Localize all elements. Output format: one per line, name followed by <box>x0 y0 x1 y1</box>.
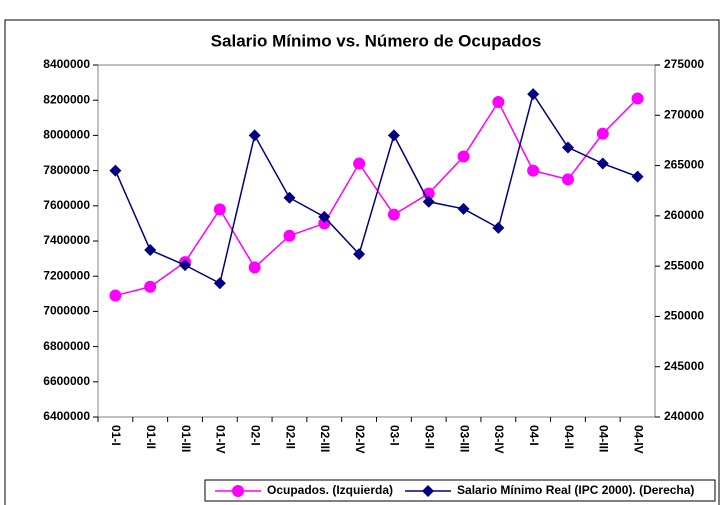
y2-tick-label: 245000 <box>664 359 704 373</box>
data-point <box>144 280 157 293</box>
data-point <box>387 129 400 142</box>
y2-tick-label: 260000 <box>664 208 704 222</box>
data-point <box>248 129 261 142</box>
y-tick-label: 6400000 <box>43 409 90 423</box>
legend-marker <box>232 485 244 497</box>
data-point <box>527 88 540 101</box>
data-point <box>213 277 226 290</box>
y-tick-label: 7400000 <box>43 233 90 247</box>
x-tick-label: 03-I <box>388 425 402 446</box>
data-point <box>561 173 574 186</box>
legend-label: Salario Mínimo Real (IPC 2000). (Derecha… <box>457 483 694 497</box>
chart-title: Salario Mínimo vs. Número de Ocupados <box>211 31 542 50</box>
y2-tick-label: 250000 <box>664 309 704 323</box>
y2-tick-label: 275000 <box>664 57 704 71</box>
data-point <box>213 203 226 216</box>
x-tick-label: 02-II <box>283 425 297 449</box>
data-point <box>631 170 644 183</box>
data-point <box>631 92 644 105</box>
y2-tick-label: 270000 <box>664 107 704 121</box>
x-tick-label: 02-I <box>248 425 262 446</box>
y2-tick-label: 240000 <box>664 409 704 423</box>
x-tick-label: 04-IV <box>631 425 645 454</box>
data-point <box>248 261 261 274</box>
data-point <box>144 244 157 257</box>
x-tick-label: 03-IV <box>492 425 506 454</box>
data-point <box>492 221 505 234</box>
data-point <box>318 210 331 223</box>
legend-marker <box>422 485 435 497</box>
y-tick-label: 7800000 <box>43 163 90 177</box>
y-tick-label: 8000000 <box>43 128 90 142</box>
data-point <box>457 202 470 215</box>
y-tick-label: 7600000 <box>43 198 90 212</box>
series-line <box>115 97 639 297</box>
data-point <box>353 157 366 170</box>
data-point <box>353 248 366 261</box>
data-point <box>109 164 122 177</box>
x-tick-label: 04-II <box>562 425 576 449</box>
y2-tick-label: 255000 <box>664 258 704 272</box>
x-tick-label: 03-III <box>457 425 471 452</box>
data-point <box>596 127 609 140</box>
x-tick-label: 01-II <box>144 425 158 449</box>
y-tick-label: 7200000 <box>43 268 90 282</box>
x-tick-label: 02-III <box>318 425 332 452</box>
x-tick-label: 01-III <box>179 425 193 452</box>
data-point <box>561 141 574 154</box>
legend-box <box>204 479 716 502</box>
data-point <box>457 150 470 163</box>
data-point <box>283 229 296 242</box>
data-point <box>527 164 540 177</box>
legend-label: Ocupados. (Izquierda) <box>267 483 393 497</box>
x-tick-label: 02-IV <box>353 425 367 454</box>
data-point <box>422 195 435 208</box>
data-point <box>179 259 192 272</box>
series-line <box>114 92 638 285</box>
y2-tick-label: 265000 <box>664 158 704 172</box>
x-tick-label: 01-IV <box>214 425 228 454</box>
data-point <box>283 191 296 204</box>
y-tick-label: 8400000 <box>43 57 90 71</box>
y-tick-label: 8200000 <box>43 92 90 106</box>
data-point <box>387 208 400 221</box>
y-tick-label: 6800000 <box>43 339 90 353</box>
x-tick-label: 04-I <box>527 425 541 446</box>
x-tick-label: 01-I <box>109 425 123 446</box>
y-tick-label: 6600000 <box>43 374 90 388</box>
y-tick-label: 7000000 <box>43 304 90 318</box>
data-point <box>109 289 122 302</box>
x-tick-label: 03-II <box>423 425 437 449</box>
chart-border <box>4 19 720 505</box>
data-point <box>596 157 609 170</box>
data-point <box>492 95 505 108</box>
x-tick-label: 04-III <box>597 425 611 452</box>
